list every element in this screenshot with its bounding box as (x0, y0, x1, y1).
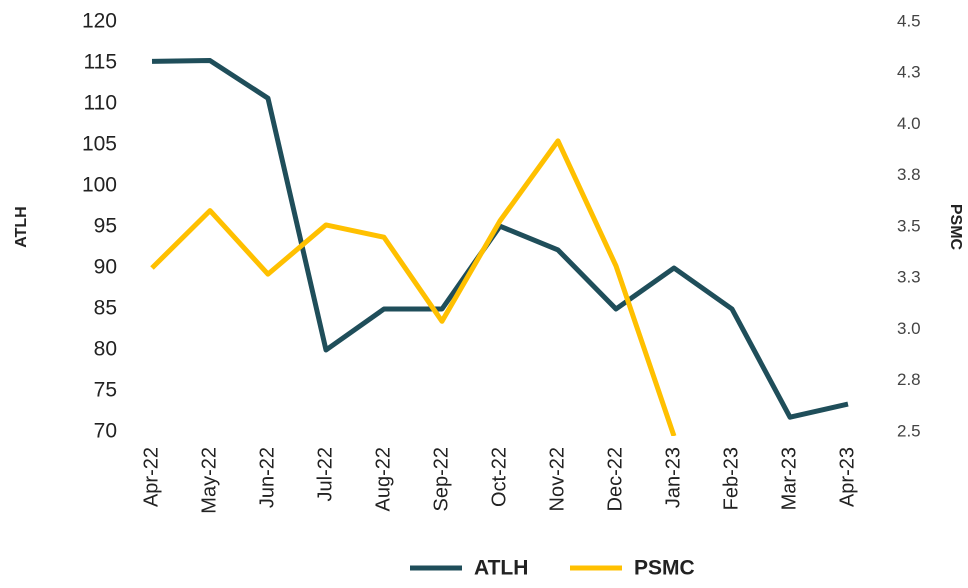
legend-label: ATLH (474, 557, 528, 580)
y-tick-label: 90 (94, 256, 117, 279)
y-tick-label: 120 (82, 10, 117, 33)
x-tick-label: Jul-22 (314, 447, 336, 501)
x-tick-label: May-22 (198, 447, 220, 514)
x-tick-label: Aug-22 (372, 447, 394, 512)
x-tick-label: Sep-22 (430, 447, 452, 512)
y-tick-label: 110 (84, 92, 117, 115)
x-tick-label: Apr-23 (836, 447, 858, 507)
y-tick-label: 85 (94, 297, 117, 320)
y-tick-label: 80 (94, 338, 117, 361)
y2-tick-label: 2.8 (897, 370, 921, 389)
x-tick-label: Feb-23 (720, 447, 742, 510)
legend-label: PSMC (634, 557, 695, 580)
series-line (151, 58, 849, 420)
y-tick-label: 75 (94, 379, 117, 402)
y2-tick-label: 4.0 (897, 114, 921, 133)
y-tick-label: 70 (94, 420, 117, 443)
y2-tick-label: 3.0 (897, 319, 921, 338)
series-line (150, 138, 677, 436)
y-tick-label: 115 (84, 51, 117, 74)
x-tick-label: Mar-23 (778, 447, 800, 510)
x-tick-label: Jun-22 (256, 447, 278, 508)
y-axis-title: ATLH (13, 206, 30, 247)
y-tick-label: 100 (82, 174, 117, 197)
x-tick-label: Apr-22 (140, 447, 162, 507)
y2-tick-label: 3.3 (897, 268, 921, 287)
y2-tick-label: 3.5 (897, 216, 921, 235)
x-tick-label: Nov-22 (546, 447, 568, 511)
y2-axis-title: PSMC (947, 204, 964, 251)
y-tick-label: 105 (82, 133, 117, 156)
x-tick-label: Jan-23 (662, 447, 684, 508)
y2-tick-label: 3.8 (897, 165, 921, 184)
y2-tick-label: 4.5 (897, 11, 921, 30)
y2-tick-label: 2.5 (897, 421, 921, 440)
x-tick-label: Oct-22 (488, 447, 510, 507)
y-tick-label: 95 (94, 215, 117, 238)
x-tick-label: Dec-22 (604, 447, 626, 511)
y2-tick-label: 4.3 (897, 63, 921, 82)
